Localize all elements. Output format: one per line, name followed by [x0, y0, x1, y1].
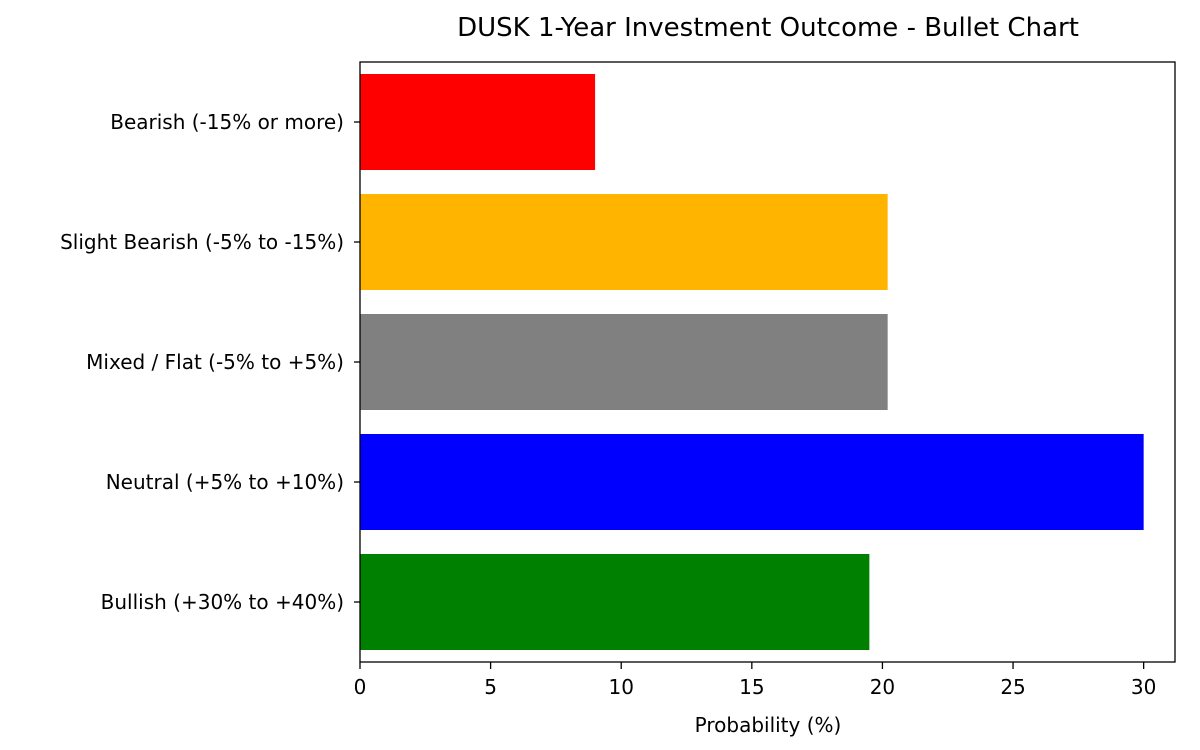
x-tick-label-1: 5 — [484, 675, 497, 699]
chart-title: DUSK 1-Year Investment Outcome - Bullet … — [457, 13, 1079, 43]
bar-4 — [360, 554, 870, 650]
y-tick-label-3: Neutral (+5% to +10%) — [106, 470, 344, 494]
x-tick-label-3: 15 — [739, 675, 764, 699]
y-tick-label-1: Slight Bearish (-5% to -15%) — [60, 230, 344, 254]
bars-layer — [360, 74, 1144, 650]
x-tick-label-2: 10 — [608, 675, 633, 699]
x-tick-label-4: 20 — [870, 675, 895, 699]
x-tick-label-0: 0 — [354, 675, 367, 699]
bar-0 — [360, 74, 596, 170]
x-axis-label: Probability (%) — [695, 713, 842, 737]
y-tick-label-2: Mixed / Flat (-5% to +5%) — [86, 350, 344, 374]
bar-1 — [360, 194, 888, 290]
y-axis-labels: Bearish (-15% or more) Slight Bearish (-5… — [60, 110, 360, 614]
x-axis-ticks: 0 5 10 15 20 25 30 — [354, 662, 1156, 699]
plot-frame — [359, 61, 1176, 663]
y-tick-label-4: Bullish (+30% to +40%) — [101, 590, 344, 614]
bar-2 — [360, 314, 888, 410]
x-tick-label-6: 30 — [1131, 675, 1156, 699]
bar-3 — [360, 434, 1144, 530]
y-tick-label-0: Bearish (-15% or more) — [110, 110, 344, 134]
x-tick-label-5: 25 — [1000, 675, 1025, 699]
